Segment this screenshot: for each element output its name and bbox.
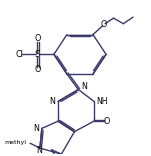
Text: O: O [34, 65, 41, 74]
Text: S: S [35, 50, 40, 59]
Text: N: N [81, 82, 87, 91]
Text: N: N [36, 146, 42, 155]
Text: Cl: Cl [15, 50, 23, 59]
Text: NH: NH [96, 97, 107, 106]
Text: methyl: methyl [5, 140, 27, 145]
Text: N: N [33, 124, 39, 133]
Text: O: O [101, 20, 107, 29]
Text: O: O [104, 117, 110, 126]
Text: N: N [50, 97, 56, 106]
Text: O: O [34, 34, 41, 43]
